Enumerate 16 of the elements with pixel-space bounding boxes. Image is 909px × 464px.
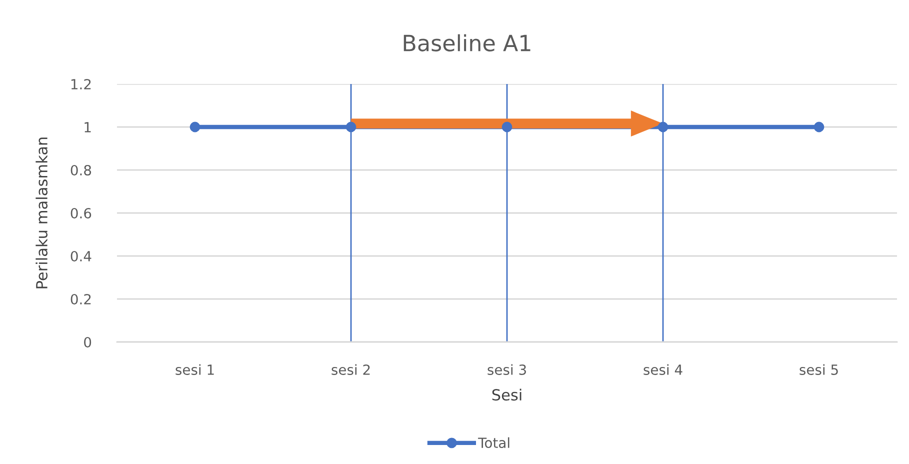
y-tick-label: 0.6: [70, 208, 92, 218]
x-tick-label: sesi 3: [488, 364, 526, 375]
x-tick-label: sesi 1: [176, 364, 214, 375]
chart-title: Baseline A1: [404, 34, 530, 52]
x-tick-label: sesi 5: [800, 364, 838, 375]
x-tick-label: sesi 2: [332, 364, 370, 375]
y-tick-label: 0.4: [70, 250, 92, 262]
y-axis-title: Perilaku malasmkan: [36, 138, 48, 288]
x-tick-label: sesi 4: [644, 364, 682, 375]
y-tick-label: 1.2: [71, 78, 91, 90]
legend-label: Total: [478, 437, 510, 448]
y-tick-label: 1: [84, 122, 91, 132]
y-tick-label: 0: [84, 336, 92, 348]
y-tick-label: 0.8: [70, 164, 92, 176]
x-axis-title: Sesi: [492, 388, 522, 401]
y-tick-label: 0.2: [70, 294, 91, 304]
